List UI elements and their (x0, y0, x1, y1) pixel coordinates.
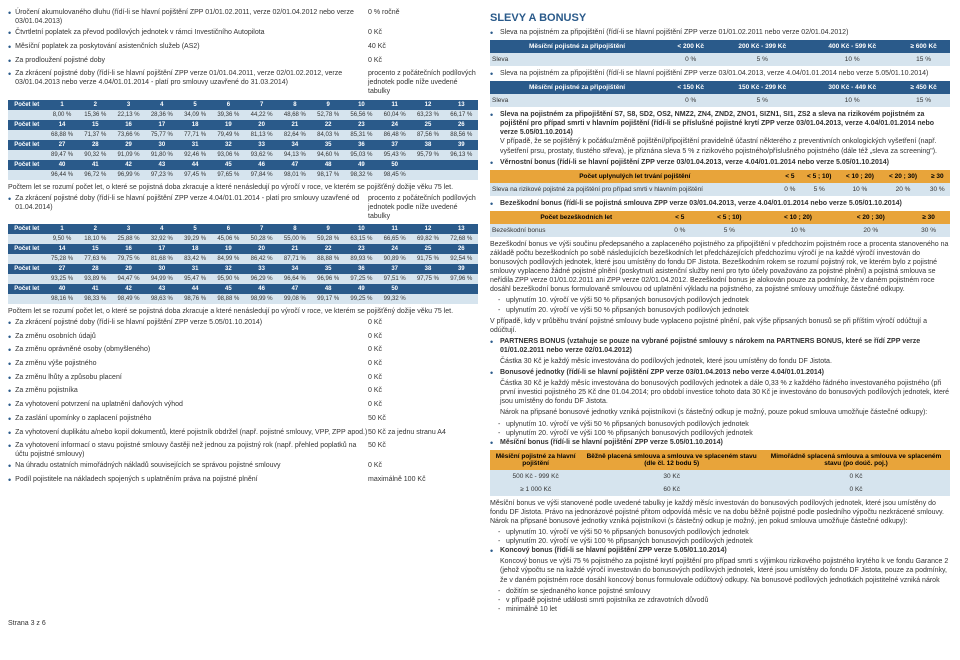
sub-bullet: uplynutím 10. výročí ve výši 50 % připsa… (490, 296, 950, 305)
sub-bullet: uplynutím 20. výročí ve výši 100 % přips… (490, 537, 950, 546)
fee-row: Za prodloužení pojistné doby0 Kč (8, 56, 478, 68)
fee-row: Za zaslání upomínky o zaplacení pojistné… (8, 414, 478, 426)
p1: Bezeškodní bonus ve výši součinu předeps… (490, 240, 950, 295)
sub-bullet: uplynutím 20. výročí ve výši 100 % přips… (490, 429, 950, 438)
fee-row: Za zkrácení pojistné doby (řídí-li se hl… (8, 318, 478, 330)
fee-row: Podíl pojistitele na nákladech spojených… (8, 475, 478, 487)
bullet-9: Koncový bonus (řídí-li se hlavní pojiště… (490, 546, 950, 584)
sub-bullet: v případě pojistné události smrti pojist… (490, 596, 950, 605)
section-title: SLEVY A BONUSY (490, 12, 950, 24)
p4: Měsíční bonus ve výši stanovené podle uv… (490, 499, 950, 526)
sub-bullet: uplynutím 10. výročí ve výši 50 % připsa… (490, 528, 950, 537)
fee-row: Za změnu osobních údajů0 Kč (8, 332, 478, 344)
fee-row: Za změnu výše pojistného0 Kč (8, 359, 478, 371)
fee-row: Úročení akumulovaného dluhu (řídí-li se … (8, 8, 478, 26)
fee-row: Za zkrácení pojistné doby (řídí-li se hl… (8, 69, 478, 96)
fee-row: Měsíční poplatek za poskytování asistenč… (8, 42, 478, 54)
fee-row: Čtvrtletní poplatek za převod podílových… (8, 28, 478, 40)
fee2-label: Za zkrácení pojistné doby (řídí-li se hl… (15, 194, 368, 221)
bullet-7: Bonusové jednotky (řídí-li se hlavní poj… (490, 368, 950, 417)
fee-row: Na úhradu ostatních mimořádných nákladů … (8, 461, 478, 473)
sub-bullet: minimálně 10 let (490, 605, 950, 614)
footer: Strana 3 z 6 (8, 620, 952, 627)
bullet-5: Bezeškodní bonus (řídí-li se pojistná sm… (490, 199, 950, 208)
note1: Počtem let se rozumí počet let, o které … (8, 183, 478, 192)
bullet-8: Měsíční bonus (řídí-li se hlavní pojiště… (490, 438, 950, 447)
bullet-4: Věrnostní bonus (řídí-li se hlavní pojiš… (490, 158, 950, 167)
fee-row: Za změnu oprávněné osoby (obmyšleného)0 … (8, 345, 478, 357)
fee2-val: procento z počátečních podílových jednot… (368, 194, 478, 221)
sub-bullet: uplynutím 10. výročí ve výši 50 % připsa… (490, 420, 950, 429)
bullet-6: PARTNERS BONUS (vztahuje se pouze na vyb… (490, 337, 950, 366)
fee-row: Za změnu lhůty a způsobu placení0 Kč (8, 373, 478, 385)
bullet-2: Sleva na pojistném za připojištění (řídí… (490, 69, 950, 78)
sub-bullet: uplynutím 20. výročí ve výši 50 % připsa… (490, 306, 950, 315)
fee-row: Za vyhotovení duplikátu a/nebo kopií dok… (8, 428, 478, 440)
bullet-3: Sleva na pojistném za připojištění S7, S… (490, 110, 950, 155)
note2: Počtem let se rozumí počet let, o které … (8, 307, 478, 316)
fee-row: Za vyhotovení potvrzení na uplatnění daň… (8, 400, 478, 412)
p1b: V případě, kdy v průběhu trvání pojistné… (490, 317, 950, 335)
fee-row: Za vyhotovení informací o stavu pojistné… (8, 441, 478, 459)
fee-row: Za změnu pojistníka0 Kč (8, 386, 478, 398)
bullet-1: Sleva na pojistném za připojištění (řídí… (490, 28, 950, 37)
sub-bullet: dožitím se sjednaného konce pojistné sml… (490, 587, 950, 596)
